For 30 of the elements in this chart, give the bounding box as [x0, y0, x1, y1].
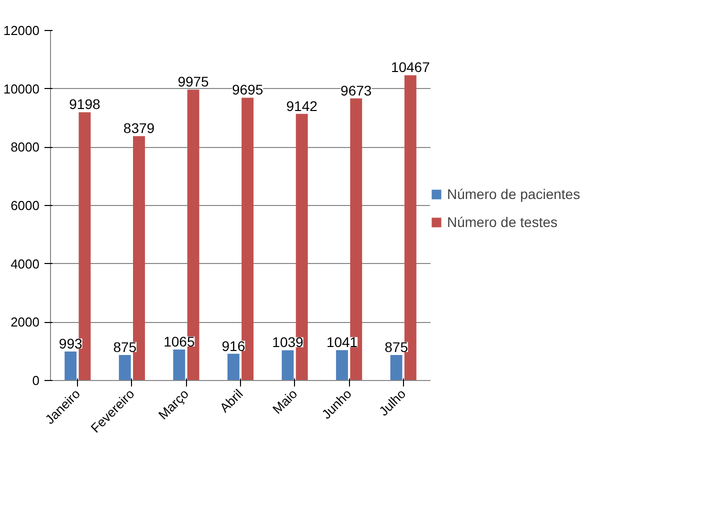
bar [282, 350, 294, 380]
data-label: 9975 [178, 74, 210, 90]
data-label: 1039 [272, 334, 304, 350]
y-tick-label: 8000 [10, 140, 40, 155]
data-label: 9198 [69, 96, 100, 112]
bar [173, 349, 186, 380]
y-tick-label: 6000 [10, 198, 40, 213]
data-label: 993 [58, 336, 82, 352]
y-tick-label: 4000 [10, 256, 40, 272]
data-label: 9142 [286, 98, 318, 114]
data-label: 1065 [164, 333, 195, 350]
data-label: 875 [384, 338, 408, 355]
y-tick-label: 0 [32, 373, 40, 388]
y-tick-label: 2000 [10, 314, 40, 330]
data-label: 875 [113, 338, 137, 355]
data-label: 916 [222, 338, 246, 354]
y-tick-label: 12000 [3, 23, 40, 38]
bar [64, 352, 77, 380]
data-label: 1041 [326, 334, 358, 350]
bar [390, 354, 402, 380]
data-label: 10467 [390, 59, 430, 76]
y-tick-label: 10000 [3, 81, 40, 96]
data-label: 9673 [340, 82, 372, 98]
legend-label: Número de testes [447, 214, 558, 230]
data-label: 8379 [123, 120, 155, 136]
legend-label: Número de pacientes [447, 186, 580, 202]
bar [118, 354, 131, 380]
data-label: 9695 [232, 82, 264, 98]
bar [227, 354, 240, 380]
bar [336, 350, 348, 380]
